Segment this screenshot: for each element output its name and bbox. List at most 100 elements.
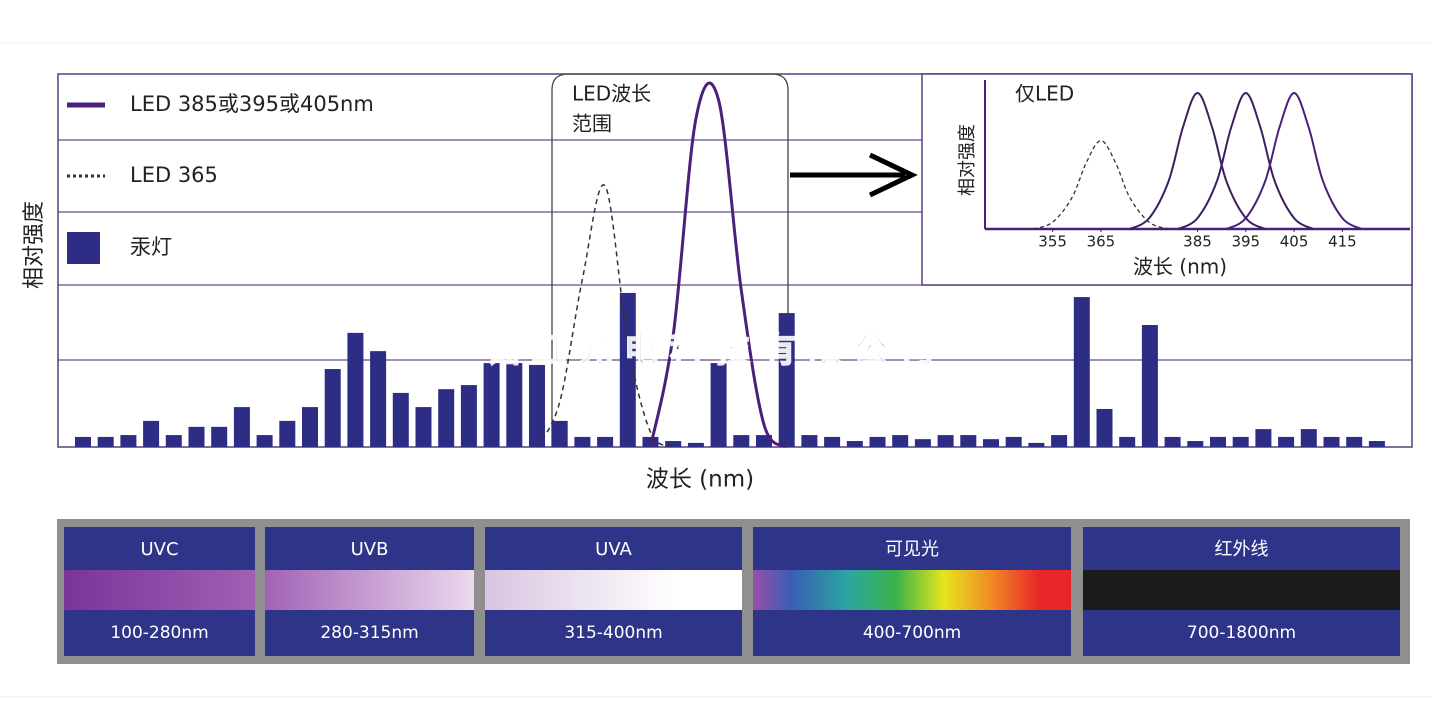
x-tick-label: 415 <box>1328 233 1357 251</box>
band-label: UVB <box>351 539 389 560</box>
bar <box>529 364 545 447</box>
bar <box>347 332 364 447</box>
band-range: 700-1800nm <box>1187 623 1296 643</box>
bar <box>1164 436 1181 447</box>
bar <box>1096 408 1113 447</box>
inset-x-title: 波长 (nm) <box>1133 255 1227 279</box>
x-tick-label: 355 <box>1038 233 1067 251</box>
bar <box>1300 429 1317 447</box>
bar <box>1210 436 1226 447</box>
bar <box>370 351 387 447</box>
band-header <box>64 527 255 570</box>
band-range: 315-400nm <box>564 623 662 643</box>
bar <box>756 435 772 447</box>
bar <box>665 441 682 447</box>
band-range: 280-315nm <box>320 623 418 643</box>
bar <box>392 392 409 447</box>
bar <box>597 436 614 447</box>
band-gradient <box>753 570 1071 610</box>
band-header <box>265 527 474 570</box>
bar <box>324 369 341 447</box>
bar <box>75 436 91 447</box>
band-gradient <box>64 570 255 610</box>
bar <box>1323 436 1340 447</box>
legend-label: LED 365 <box>130 163 218 187</box>
band-footer <box>485 610 742 656</box>
band-label: UVA <box>595 539 632 560</box>
bar <box>937 435 954 447</box>
led-range-box <box>551 73 789 447</box>
x-tick-label: 405 <box>1280 233 1309 251</box>
bar <box>619 292 636 447</box>
bar <box>233 407 250 447</box>
bar <box>506 363 523 447</box>
bar <box>1346 436 1363 447</box>
bar <box>824 436 841 447</box>
band-range: 100-280nm <box>110 623 208 643</box>
x-tick-label: 365 <box>1087 233 1116 251</box>
bar <box>960 435 977 447</box>
inset-frame <box>921 73 1413 286</box>
line-series <box>536 184 674 448</box>
line-series <box>649 81 788 449</box>
bar <box>801 435 818 447</box>
bar <box>1255 429 1272 447</box>
band-label: UVC <box>140 539 178 560</box>
band-header <box>753 527 1071 570</box>
bar <box>211 426 228 447</box>
watermark: 镭虹光电科技有限公司 <box>486 331 946 371</box>
band-footer <box>753 610 1071 656</box>
bar <box>869 436 886 447</box>
band-range: 400-700nm <box>863 623 961 643</box>
bar <box>143 420 160 447</box>
x-tick-label: 385 <box>1183 233 1212 251</box>
band-header <box>485 527 742 570</box>
line-series <box>1177 91 1314 230</box>
band-footer <box>64 610 255 656</box>
legend-swatch <box>67 232 100 264</box>
inset-title: 仅LED <box>1015 82 1074 106</box>
band-footer <box>265 610 474 656</box>
legend-label: 汞灯 <box>130 235 172 259</box>
x-tick-label: 395 <box>1231 233 1260 251</box>
bar <box>1005 436 1022 447</box>
bar <box>710 363 727 447</box>
main-chart: LED波长 范围 相对强度 波长 (nm) LED 385或395或405nm L… <box>22 73 1413 493</box>
bar <box>1278 436 1295 447</box>
bar <box>1368 441 1385 447</box>
bar <box>1051 435 1068 447</box>
annotation: 范围 <box>572 112 612 136</box>
band-footer <box>1083 610 1400 656</box>
bar <box>415 407 432 447</box>
bar <box>302 407 318 447</box>
bar <box>914 439 931 447</box>
band-label: 可见光 <box>885 539 939 560</box>
band-label: 红外线 <box>1215 539 1269 560</box>
bar <box>1028 442 1045 447</box>
inset-y-title: 相对强度 <box>957 124 978 196</box>
band-gradient <box>265 570 474 610</box>
bar <box>483 363 500 447</box>
bar <box>983 439 999 447</box>
bar <box>1187 441 1204 447</box>
line-series <box>1225 91 1363 230</box>
bar <box>846 441 863 447</box>
bar <box>460 385 477 447</box>
spectrum-table: UVC 100-280nm UVB 280-315nm UVA 315-400nm 可见光 4… <box>57 519 1410 664</box>
inset-chart: 仅LED 相对强度 波长 (nm) 355 365 385 395 405 415 <box>957 80 1410 279</box>
bar <box>438 389 455 447</box>
bar <box>279 420 296 447</box>
bar <box>574 436 591 447</box>
bar <box>256 435 273 447</box>
annotation: LED波长 <box>572 82 651 106</box>
bar <box>1119 436 1136 447</box>
x-axis-title: 波长 (nm) <box>646 467 754 493</box>
band-gradient <box>1083 570 1400 610</box>
arrow-head <box>868 152 918 198</box>
y-axis-title: 相对强度 <box>22 201 47 289</box>
line-series <box>1033 139 1169 230</box>
bar <box>1073 297 1090 447</box>
bar <box>778 313 795 447</box>
bar <box>733 435 750 447</box>
